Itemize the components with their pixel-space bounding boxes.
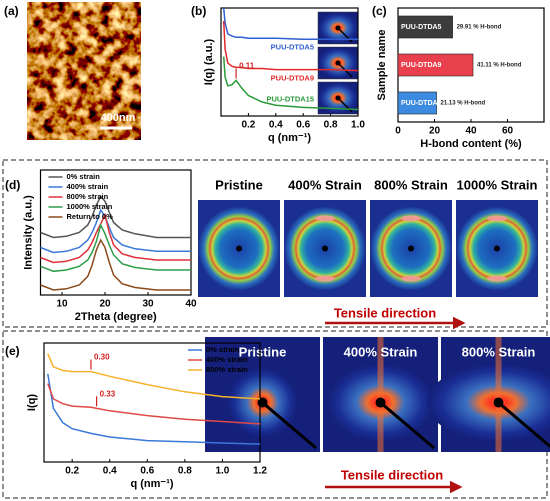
panel-label: (d) xyxy=(5,178,20,192)
bar xyxy=(397,53,474,77)
series-line xyxy=(40,208,191,254)
x-tick-label: 40 xyxy=(185,299,197,310)
legend-label: 400% strain xyxy=(67,182,109,191)
x-tick-label: 0.2 xyxy=(241,120,255,131)
image-title: 400% Strain xyxy=(344,344,418,359)
image-title: Pristine xyxy=(215,177,263,192)
annotation-label: 0.30 xyxy=(94,353,110,362)
legend-label: PUU-DTDA9 xyxy=(271,74,314,83)
series-line xyxy=(222,56,359,111)
x-tick-label: 1.0 xyxy=(215,466,229,477)
y-axis-label: Intensity (a.u.) xyxy=(22,195,34,270)
afm-image xyxy=(27,2,141,140)
x-tick-label: 0.2 xyxy=(65,466,79,477)
value-label: 29.91 % H-bond xyxy=(457,25,502,31)
scale-label: 400nm xyxy=(101,112,136,124)
x-tick-label: 0.8 xyxy=(324,120,338,131)
x-tick-label: 20 xyxy=(99,299,111,310)
x-tick-label: 0.4 xyxy=(269,120,283,131)
direction-label: Tensile direction xyxy=(341,467,443,482)
waxs-arc xyxy=(401,215,421,222)
panel-label: (c) xyxy=(372,4,387,18)
bar xyxy=(397,91,437,115)
series-line xyxy=(40,238,191,291)
waxs-arc xyxy=(315,215,335,222)
legend-label: 800% strain xyxy=(206,365,248,374)
series-line xyxy=(47,353,261,400)
legend-label: PUU-DTDA15 xyxy=(266,95,314,104)
x-axis-label: 2Theta (degree) xyxy=(75,311,157,323)
x-tick-label: 0.4 xyxy=(103,466,117,477)
beam-stop-arm xyxy=(261,401,317,450)
x-tick-label: 0 xyxy=(395,126,401,137)
value-label: 21.13 % H-bond xyxy=(441,101,486,107)
x-tick-label: 30 xyxy=(142,299,154,310)
y-axis-label: I(q) (a.u.) xyxy=(203,38,215,85)
legend-label: PUU-DTDA5 xyxy=(271,42,314,51)
panel-label: (a) xyxy=(4,4,19,18)
series-line xyxy=(222,7,358,41)
waxs-arc xyxy=(315,275,335,282)
x-tick-label: 1.2 xyxy=(253,466,267,477)
category-label: PUU-DTDA15 xyxy=(401,100,445,107)
plot-frame xyxy=(220,7,359,117)
saxs-streak xyxy=(377,337,384,452)
series-line xyxy=(47,373,261,445)
x-tick-label: 40 xyxy=(465,126,477,137)
x-tick-label: 20 xyxy=(429,126,441,137)
legend-label: Return to 0% xyxy=(67,212,114,221)
x-tick-label: 0.6 xyxy=(140,466,154,477)
category-label: PUU-DTDA5 xyxy=(401,24,442,31)
series-line xyxy=(222,20,359,72)
image-title: 1000% Strain xyxy=(457,177,538,192)
legend-label: 0% strain xyxy=(67,172,101,181)
waxs-arc xyxy=(487,215,507,222)
series-line xyxy=(47,383,261,425)
waxs-arc xyxy=(401,275,421,282)
beam-stop xyxy=(236,245,242,252)
panel-label: (b) xyxy=(191,4,206,18)
x-tick-label: 1.0 xyxy=(351,120,365,131)
x-tick-label: 0.8 xyxy=(178,466,192,477)
beam-stop xyxy=(494,245,500,252)
image-title: Pristine xyxy=(239,344,287,359)
beam-stop-arm xyxy=(379,401,435,450)
series-line xyxy=(40,222,191,273)
x-tick-label: 10 xyxy=(56,299,68,310)
annotation-label: 0.11 xyxy=(239,61,255,70)
x-tick-label: 0.6 xyxy=(296,120,310,131)
legend-label: 0% strain xyxy=(206,345,240,354)
x-axis-label: H-bond content (%) xyxy=(420,138,522,150)
legend-label: 400% strain xyxy=(206,355,248,364)
saxs-streak xyxy=(495,337,502,452)
beam-stop xyxy=(408,245,414,252)
image-title: 800% Strain xyxy=(462,344,536,359)
category-label: PUU-DTDA9 xyxy=(401,62,442,69)
x-tick-label: 60 xyxy=(502,126,514,137)
annotation-label: 0.33 xyxy=(100,389,116,398)
bar xyxy=(397,15,453,39)
series-line xyxy=(40,194,191,239)
x-axis-label: q (nm⁻¹) xyxy=(130,478,173,490)
image-title: 800% Strain xyxy=(374,177,448,192)
beam-stop-arm xyxy=(497,401,550,449)
direction-label: Tensile direction xyxy=(334,305,436,320)
legend-label: 1000% strain xyxy=(67,202,113,211)
y-axis-label: Sample name xyxy=(376,30,388,101)
y-axis-label: I(q) xyxy=(26,394,38,411)
plot-frame xyxy=(43,342,261,463)
panel-d-frame xyxy=(2,159,548,328)
beam-stop xyxy=(322,245,328,252)
x-axis-label: q (nm⁻¹) xyxy=(268,132,311,144)
image-title: 400% Strain xyxy=(288,177,362,192)
legend-label: 800% strain xyxy=(67,192,109,201)
waxs-arc xyxy=(487,275,507,282)
value-label: 41.11 % H-bond xyxy=(477,63,522,69)
panel-label: (e) xyxy=(5,344,20,358)
